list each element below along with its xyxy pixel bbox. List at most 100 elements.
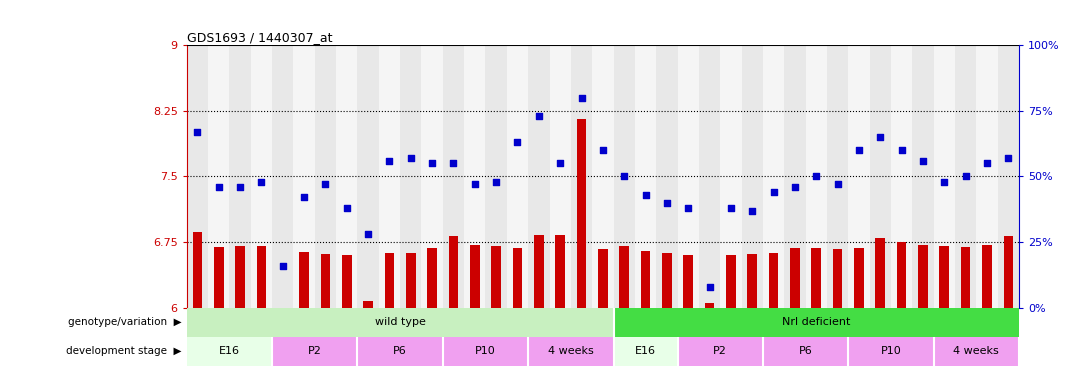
Bar xyxy=(229,45,251,308)
Bar xyxy=(635,45,656,308)
Point xyxy=(573,94,590,100)
Text: P6: P6 xyxy=(394,346,407,356)
Bar xyxy=(998,45,1019,308)
Text: P10: P10 xyxy=(880,346,902,356)
Bar xyxy=(742,45,763,308)
Point xyxy=(914,158,931,164)
Bar xyxy=(614,45,635,308)
Bar xyxy=(768,254,779,308)
Text: wild type: wild type xyxy=(375,317,426,327)
Bar xyxy=(464,45,485,308)
Bar xyxy=(678,337,763,366)
Bar xyxy=(919,245,928,308)
Bar xyxy=(662,254,672,308)
Bar xyxy=(790,248,800,308)
Bar xyxy=(341,255,352,308)
Bar xyxy=(619,246,630,308)
Bar xyxy=(934,337,1019,366)
Bar xyxy=(678,45,699,308)
Bar xyxy=(763,337,848,366)
Bar xyxy=(427,248,437,308)
Point xyxy=(637,192,654,198)
Point xyxy=(360,231,377,237)
Bar xyxy=(385,253,395,308)
Bar xyxy=(272,45,293,308)
Point xyxy=(317,181,334,187)
Point xyxy=(424,160,441,166)
Point xyxy=(872,134,889,140)
Bar xyxy=(577,120,587,308)
Point xyxy=(850,147,867,153)
Bar xyxy=(379,45,400,308)
Bar xyxy=(550,45,571,308)
Bar xyxy=(614,337,678,366)
Point xyxy=(552,160,569,166)
Bar xyxy=(192,232,203,308)
Bar xyxy=(507,45,528,308)
Bar xyxy=(471,245,480,308)
Point xyxy=(829,181,846,187)
Point xyxy=(402,155,419,161)
Bar xyxy=(1004,236,1014,308)
Text: 4 weeks: 4 weeks xyxy=(548,346,593,356)
Bar xyxy=(492,246,501,308)
Text: Nrl deficient: Nrl deficient xyxy=(782,317,850,327)
Bar xyxy=(251,45,272,308)
Point xyxy=(381,158,398,164)
Bar xyxy=(256,246,267,308)
Bar xyxy=(272,337,357,366)
Bar xyxy=(684,255,694,308)
Bar xyxy=(528,337,614,366)
Point xyxy=(978,160,996,166)
Point xyxy=(296,194,313,200)
Bar xyxy=(299,252,309,308)
Text: P2: P2 xyxy=(307,346,322,356)
Point xyxy=(594,147,611,153)
Point xyxy=(189,129,206,135)
Bar xyxy=(705,303,715,308)
Bar xyxy=(571,45,592,308)
Bar xyxy=(321,254,331,308)
Bar xyxy=(407,253,416,308)
Bar xyxy=(955,45,976,308)
Bar xyxy=(983,245,992,308)
Bar xyxy=(448,236,459,308)
Bar xyxy=(763,45,784,308)
Bar xyxy=(556,235,566,308)
Text: development stage  ▶: development stage ▶ xyxy=(66,346,181,356)
Bar xyxy=(748,254,758,308)
Point xyxy=(466,181,483,187)
Point xyxy=(509,139,526,145)
Bar xyxy=(854,248,864,308)
Bar xyxy=(187,308,614,337)
Point xyxy=(274,263,291,269)
Bar xyxy=(806,45,827,308)
Bar xyxy=(876,238,886,308)
Bar xyxy=(833,249,843,308)
Bar xyxy=(976,45,998,308)
Text: genotype/variation  ▶: genotype/variation ▶ xyxy=(68,317,181,327)
Bar xyxy=(443,45,464,308)
Bar xyxy=(315,45,336,308)
Point xyxy=(722,205,739,211)
Bar xyxy=(720,45,742,308)
Point xyxy=(488,178,505,184)
Point xyxy=(680,205,697,211)
Point xyxy=(658,200,675,206)
Bar xyxy=(485,45,507,308)
Point xyxy=(786,184,803,190)
Bar xyxy=(513,248,523,308)
Point xyxy=(765,189,782,195)
Point xyxy=(957,173,974,179)
Bar xyxy=(443,337,528,366)
Text: P2: P2 xyxy=(713,346,728,356)
Point xyxy=(210,184,227,190)
Bar xyxy=(357,337,443,366)
Text: 4 weeks: 4 weeks xyxy=(954,346,999,356)
Bar xyxy=(187,45,208,308)
Text: E16: E16 xyxy=(635,346,656,356)
Text: P10: P10 xyxy=(475,346,496,356)
Bar xyxy=(812,248,822,308)
Bar xyxy=(535,235,544,308)
Text: P6: P6 xyxy=(799,346,812,356)
